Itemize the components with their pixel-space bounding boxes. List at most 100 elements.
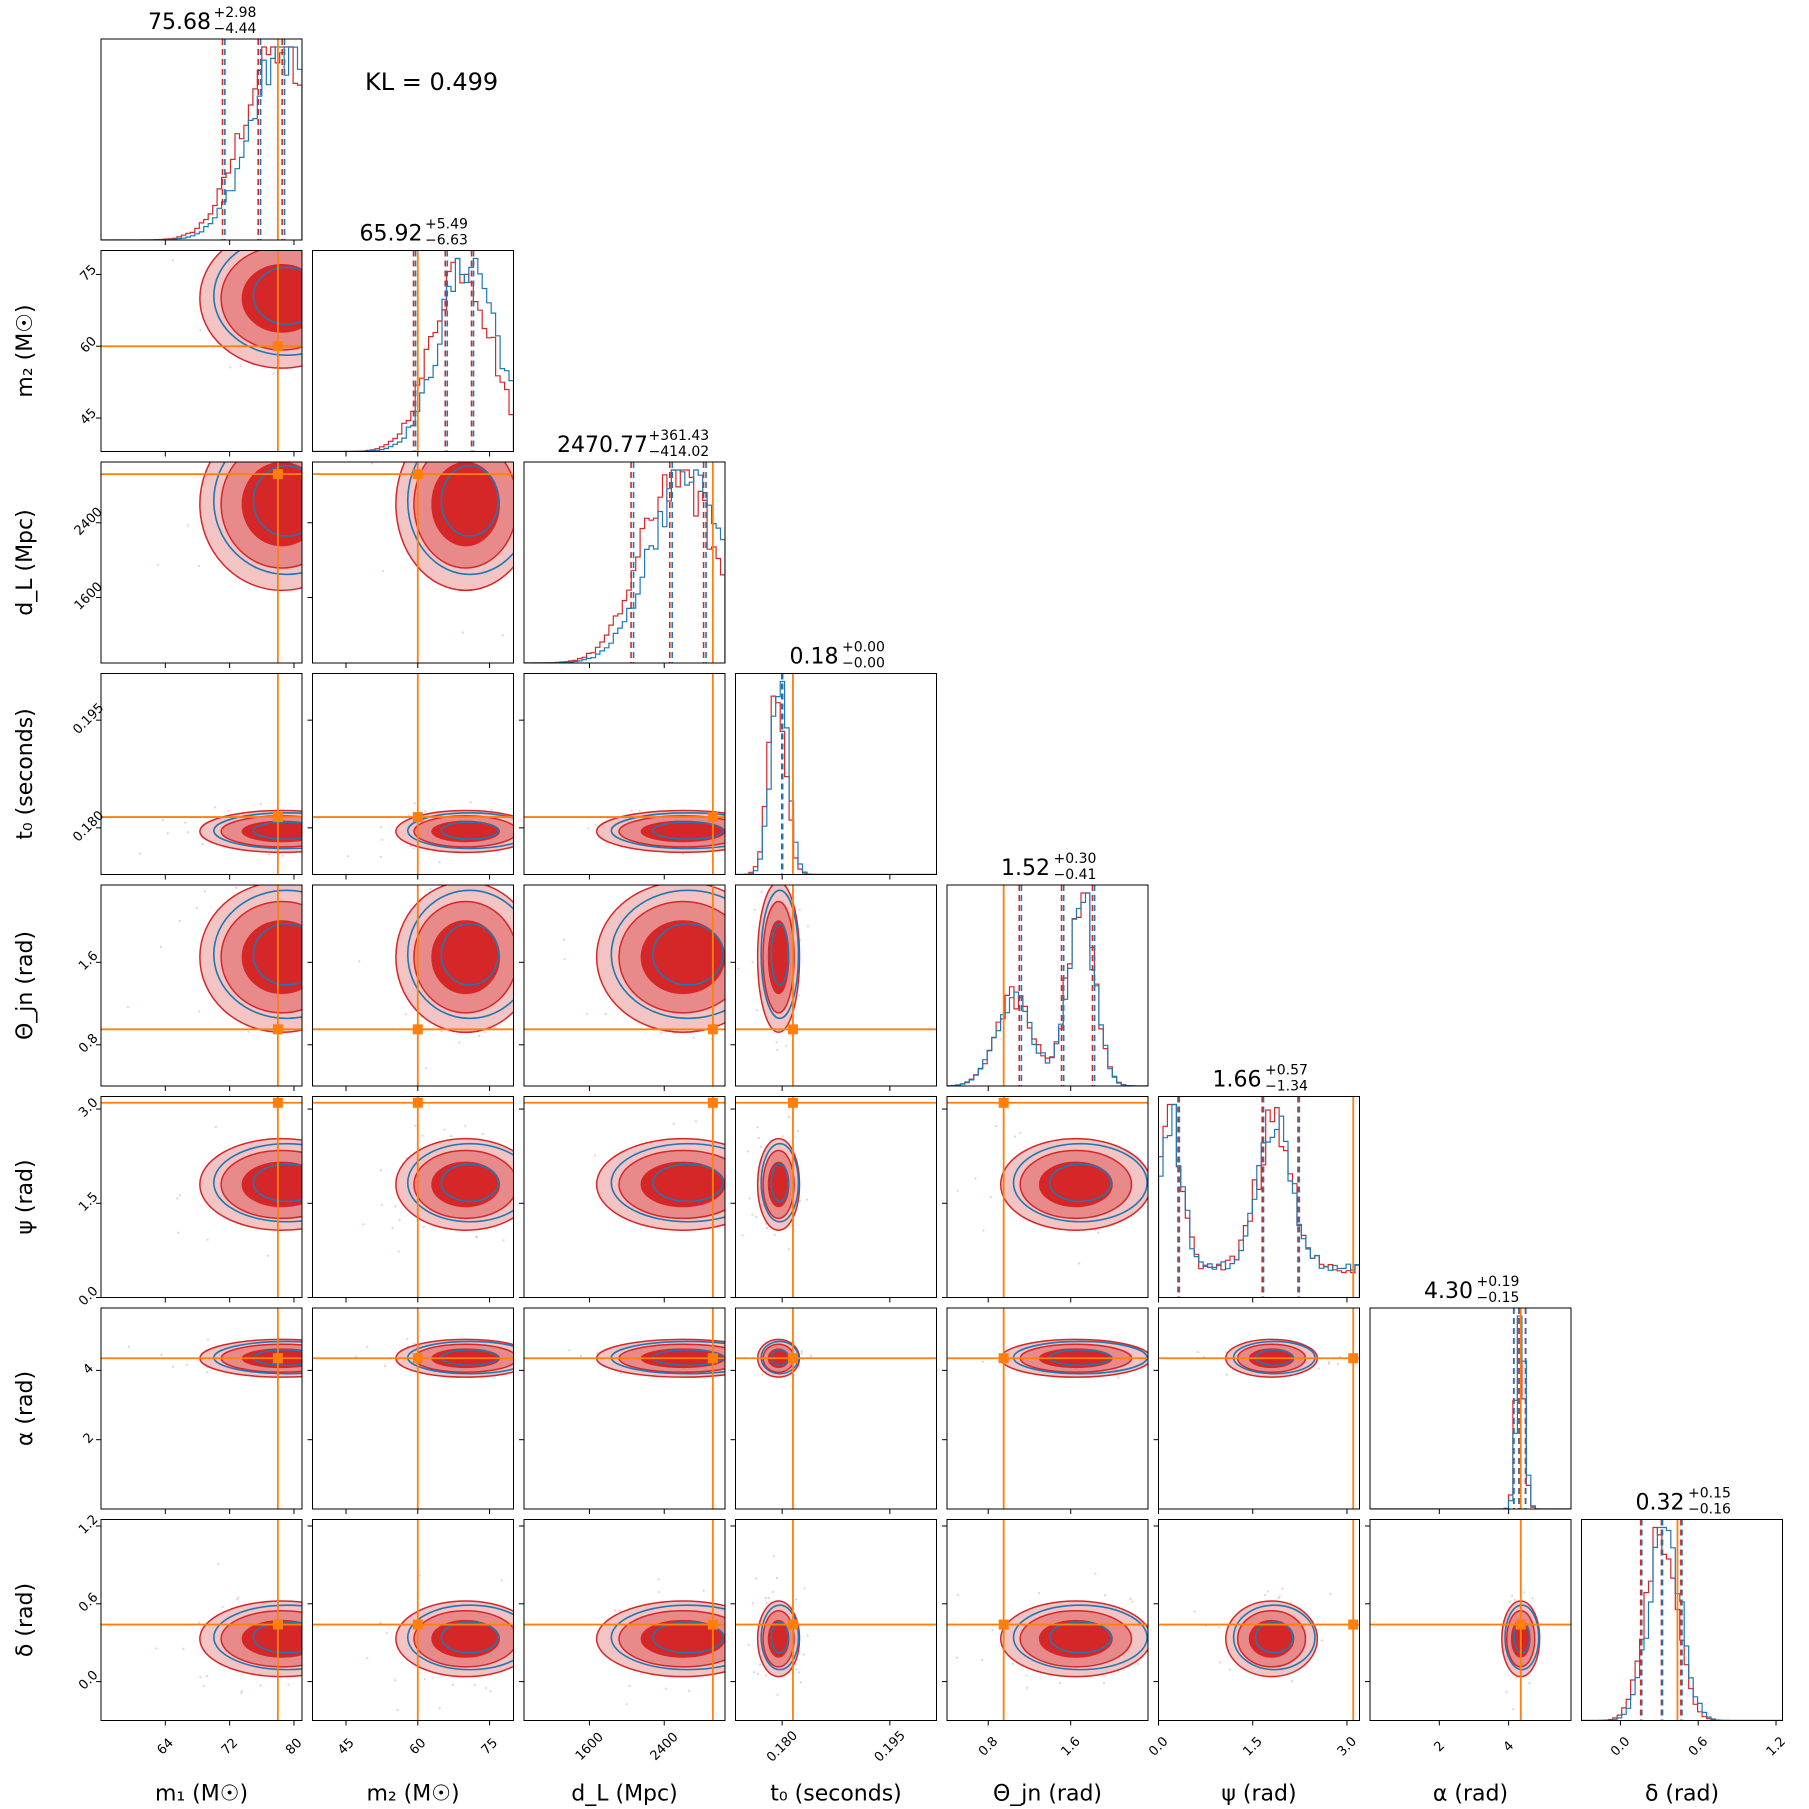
scatter-point bbox=[751, 1213, 754, 1216]
scatter-point bbox=[687, 1689, 691, 1692]
scatter-point bbox=[515, 1212, 517, 1214]
scatter-point bbox=[553, 1159, 555, 1161]
scatter-point bbox=[331, 1227, 333, 1229]
panel-frame bbox=[100, 1096, 303, 1298]
scatter-point bbox=[331, 297, 333, 299]
scatter-point bbox=[321, 955, 323, 957]
scatter-point bbox=[418, 1574, 421, 1577]
x-tick-label: 0.0 bbox=[1608, 1734, 1633, 1759]
scatter-point bbox=[748, 1197, 751, 1200]
scatter-point bbox=[547, 480, 549, 482]
y-axis-label-thetajn: Θ_jn (rad) bbox=[13, 931, 38, 1040]
scatter-point bbox=[178, 1194, 181, 1197]
scatter-point bbox=[374, 828, 376, 830]
panel-frame bbox=[1369, 1307, 1572, 1510]
scatter-point bbox=[594, 1154, 597, 1157]
scatter-point bbox=[326, 1177, 328, 1179]
scatter-point bbox=[568, 481, 570, 483]
truth-marker bbox=[998, 1097, 1009, 1108]
scatter-point bbox=[310, 1188, 312, 1190]
x-axis-label-m1: m₁ (M☉) bbox=[155, 1782, 248, 1807]
scatter-point bbox=[781, 1135, 784, 1138]
scatter-point bbox=[694, 1120, 698, 1123]
histogram-title-median: 0.32 bbox=[1636, 1491, 1685, 1516]
contour-inner-blue bbox=[440, 1621, 500, 1654]
truth-marker bbox=[787, 1097, 798, 1108]
scatter-point bbox=[308, 843, 310, 845]
scatter-point bbox=[760, 890, 763, 894]
scatter-point bbox=[501, 458, 503, 460]
scatter-point bbox=[176, 1197, 179, 1200]
scatter-point bbox=[351, 1191, 353, 1193]
scatter-point bbox=[440, 1030, 443, 1033]
scatter-point bbox=[760, 1593, 762, 1595]
histogram-step-red bbox=[524, 469, 725, 663]
scatter-point bbox=[469, 801, 472, 804]
scatter-point bbox=[539, 830, 541, 832]
scatter-point bbox=[335, 514, 337, 516]
scatter-point bbox=[475, 1235, 479, 1238]
contour-inner-blue bbox=[440, 464, 500, 537]
x-tick-label: 80 bbox=[283, 1736, 305, 1758]
scatter-point bbox=[776, 1693, 779, 1696]
contour-inner-blue bbox=[770, 922, 790, 986]
scatter-point bbox=[572, 838, 574, 840]
scatter-point bbox=[561, 1608, 563, 1610]
contour-inner-blue bbox=[252, 266, 302, 325]
panel-frame bbox=[523, 1519, 726, 1721]
histogram-panel-t0 bbox=[735, 673, 937, 875]
scatter-point bbox=[78, 1358, 80, 1360]
scatter-point bbox=[1522, 1591, 1525, 1594]
scatter-point bbox=[455, 428, 457, 430]
y-tick-label: 0.195 bbox=[70, 701, 107, 738]
scatter-point bbox=[1153, 1355, 1155, 1357]
scatter-point bbox=[281, 854, 284, 857]
scatter-point bbox=[205, 453, 207, 455]
y-axis-label-delta: δ (rad) bbox=[13, 1583, 38, 1657]
scatter-point bbox=[744, 1174, 746, 1176]
histogram-title-median: 1.52 bbox=[1001, 856, 1050, 881]
histogram-panel-dL bbox=[524, 462, 725, 663]
scatter-point bbox=[421, 1134, 424, 1137]
scatter-point bbox=[187, 831, 190, 834]
truth-marker bbox=[998, 1619, 1009, 1630]
x-tick-label: 0.6 bbox=[1686, 1734, 1711, 1759]
scatter-point bbox=[728, 929, 730, 931]
scatter-point bbox=[797, 1056, 799, 1058]
contour-panel-m2-alpha bbox=[312, 1308, 514, 1509]
scatter-point bbox=[394, 1205, 397, 1208]
x-axis-label-dL: d_L (Mpc) bbox=[571, 1782, 677, 1807]
scatter-point bbox=[274, 433, 276, 435]
scatter-point bbox=[1179, 1645, 1181, 1647]
scatter-point bbox=[378, 1157, 380, 1159]
contour-outer-blue bbox=[760, 1142, 800, 1223]
scatter-point bbox=[1531, 1597, 1534, 1600]
contour-panel-m1-psi bbox=[101, 1096, 380, 1298]
scatter-point bbox=[371, 462, 374, 465]
scatter-point bbox=[323, 1177, 325, 1179]
scatter-point bbox=[337, 1140, 339, 1142]
scatter-point bbox=[956, 1189, 959, 1192]
scatter-point bbox=[1089, 1093, 1091, 1095]
scatter-point bbox=[772, 1555, 776, 1558]
scatter-point bbox=[324, 1104, 326, 1106]
scatter-point bbox=[590, 390, 592, 392]
truth-marker bbox=[707, 1024, 718, 1035]
scatter-point bbox=[304, 883, 306, 885]
histogram-panel-m2 bbox=[312, 250, 514, 452]
scatter-point bbox=[464, 1124, 467, 1127]
y-tick-label: 1.6 bbox=[76, 949, 101, 974]
scatter-point bbox=[797, 1118, 799, 1120]
scatter-point bbox=[657, 1578, 660, 1581]
scatter-point bbox=[750, 1621, 752, 1623]
scatter-point bbox=[1197, 1351, 1200, 1354]
scatter-point bbox=[306, 451, 308, 453]
contour-outer-blue bbox=[213, 812, 302, 850]
scatter-point bbox=[305, 505, 307, 507]
histogram-title-minus: −0.00 bbox=[842, 656, 885, 672]
histogram-title-plus: +0.57 bbox=[1265, 1063, 1308, 1079]
scatter-point bbox=[516, 879, 518, 881]
scatter-point bbox=[1290, 1680, 1294, 1683]
contour-outer-blue bbox=[213, 1142, 302, 1223]
scatter-point bbox=[746, 1364, 748, 1366]
